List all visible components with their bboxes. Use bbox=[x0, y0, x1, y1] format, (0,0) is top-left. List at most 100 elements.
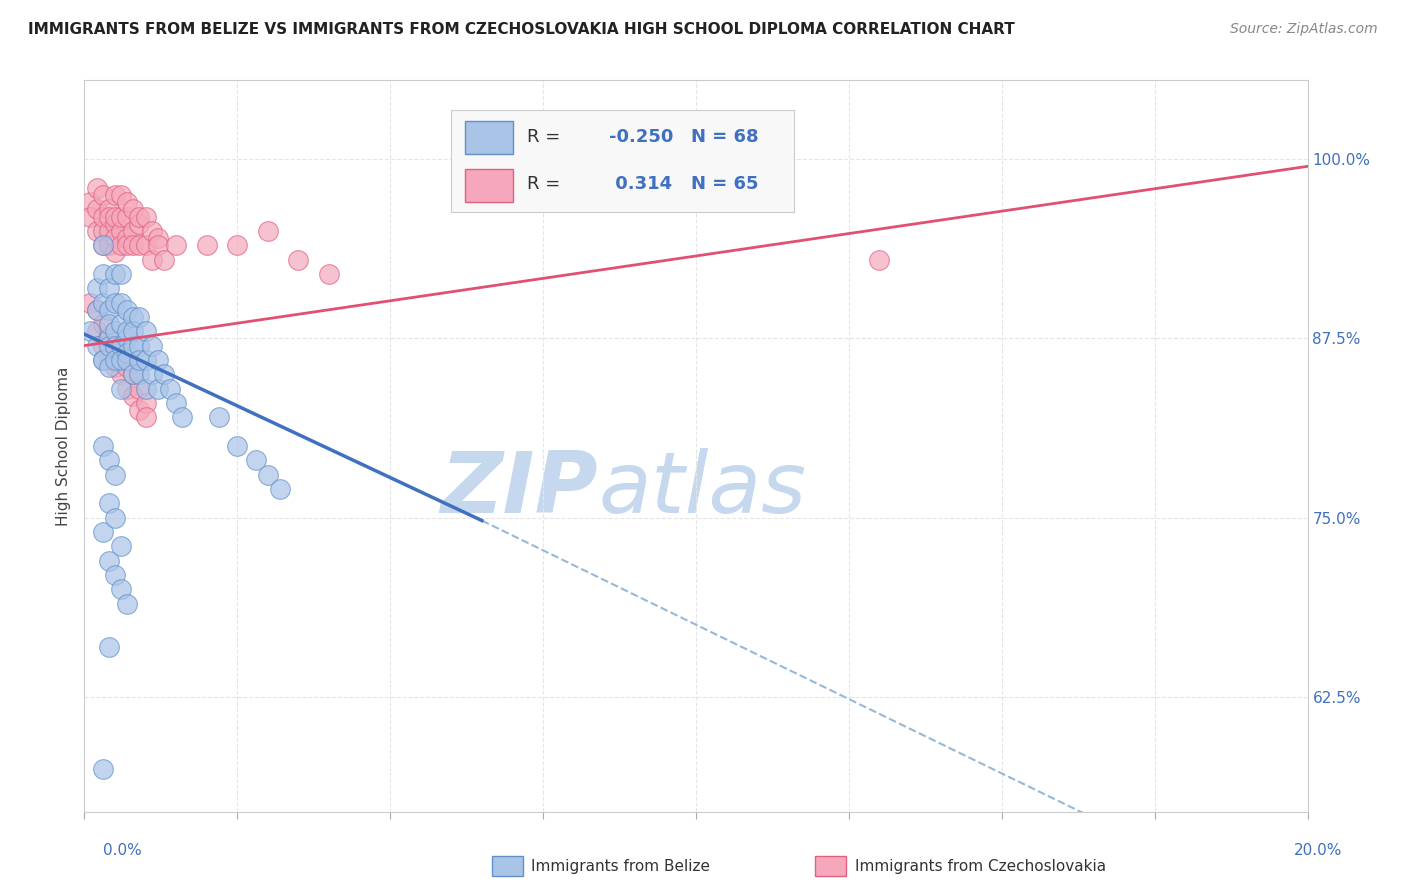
Point bbox=[97, 238, 120, 252]
Point bbox=[86, 224, 108, 238]
Point bbox=[91, 267, 114, 281]
Point bbox=[86, 202, 108, 217]
Point bbox=[128, 310, 150, 324]
Point bbox=[97, 302, 120, 317]
Point bbox=[135, 396, 157, 410]
Point bbox=[91, 439, 114, 453]
Point bbox=[172, 410, 194, 425]
Point bbox=[135, 410, 157, 425]
Point bbox=[122, 310, 145, 324]
Point bbox=[104, 360, 127, 375]
Point bbox=[110, 382, 132, 396]
Point bbox=[226, 238, 249, 252]
Point bbox=[122, 238, 145, 252]
Point bbox=[104, 338, 127, 352]
Point bbox=[110, 582, 132, 597]
Point bbox=[91, 353, 114, 368]
Point bbox=[122, 224, 145, 238]
Point bbox=[110, 295, 132, 310]
Point bbox=[257, 467, 280, 482]
Point bbox=[104, 217, 127, 231]
Point bbox=[91, 317, 114, 331]
Point bbox=[91, 210, 114, 224]
Point bbox=[86, 181, 108, 195]
Point bbox=[79, 295, 101, 310]
Point bbox=[153, 252, 176, 267]
Point bbox=[115, 195, 138, 210]
Point bbox=[97, 640, 120, 654]
Point bbox=[91, 224, 114, 238]
Point bbox=[226, 439, 249, 453]
Point bbox=[104, 510, 127, 524]
Point bbox=[110, 238, 132, 252]
Point bbox=[86, 302, 108, 317]
Point bbox=[110, 338, 132, 352]
Point bbox=[86, 281, 108, 295]
Point bbox=[141, 252, 163, 267]
Point bbox=[115, 302, 138, 317]
Point bbox=[104, 338, 127, 352]
Point bbox=[91, 238, 114, 252]
Point bbox=[165, 238, 187, 252]
Point bbox=[135, 382, 157, 396]
Point bbox=[97, 281, 120, 295]
Point bbox=[115, 353, 138, 368]
Point bbox=[141, 224, 163, 238]
Point bbox=[97, 317, 120, 331]
Point bbox=[122, 368, 145, 382]
Point bbox=[91, 188, 114, 202]
Point bbox=[135, 210, 157, 224]
Point bbox=[146, 382, 169, 396]
Point bbox=[86, 302, 108, 317]
Point bbox=[122, 202, 145, 217]
Point bbox=[115, 324, 138, 338]
Point bbox=[97, 202, 120, 217]
Point bbox=[165, 396, 187, 410]
Text: Source: ZipAtlas.com: Source: ZipAtlas.com bbox=[1230, 22, 1378, 37]
Point bbox=[115, 231, 138, 245]
Point bbox=[245, 453, 267, 467]
Point bbox=[122, 324, 145, 338]
Point bbox=[110, 210, 132, 224]
Text: ZIP: ZIP bbox=[440, 449, 598, 532]
Point bbox=[110, 353, 132, 368]
Point bbox=[110, 188, 132, 202]
Point bbox=[128, 217, 150, 231]
Point bbox=[104, 467, 127, 482]
Point bbox=[257, 224, 280, 238]
Point bbox=[115, 210, 138, 224]
Point bbox=[104, 245, 127, 260]
Point bbox=[97, 496, 120, 510]
Point bbox=[97, 360, 120, 375]
Point bbox=[104, 188, 127, 202]
Point bbox=[79, 195, 101, 210]
Point bbox=[110, 317, 132, 331]
Point bbox=[122, 368, 145, 382]
Text: 0.0%: 0.0% bbox=[103, 843, 142, 858]
Point bbox=[86, 338, 108, 352]
Text: Immigrants from Czechoslovakia: Immigrants from Czechoslovakia bbox=[855, 859, 1107, 873]
Text: Immigrants from Belize: Immigrants from Belize bbox=[531, 859, 710, 873]
Point bbox=[97, 331, 120, 345]
Point bbox=[97, 554, 120, 568]
Point bbox=[141, 368, 163, 382]
Point bbox=[115, 597, 138, 611]
Point bbox=[104, 353, 127, 368]
Point bbox=[97, 224, 120, 238]
Text: atlas: atlas bbox=[598, 449, 806, 532]
Point bbox=[115, 238, 138, 252]
Point bbox=[97, 338, 120, 352]
Point bbox=[110, 540, 132, 554]
Point bbox=[79, 324, 101, 338]
Point bbox=[97, 331, 120, 345]
Point bbox=[146, 353, 169, 368]
Point bbox=[115, 382, 138, 396]
Point bbox=[146, 238, 169, 252]
Point bbox=[91, 524, 114, 539]
Point bbox=[128, 403, 150, 417]
Point bbox=[318, 267, 340, 281]
Point bbox=[104, 295, 127, 310]
Point bbox=[115, 345, 138, 359]
Point bbox=[208, 410, 231, 425]
Point bbox=[91, 353, 114, 368]
